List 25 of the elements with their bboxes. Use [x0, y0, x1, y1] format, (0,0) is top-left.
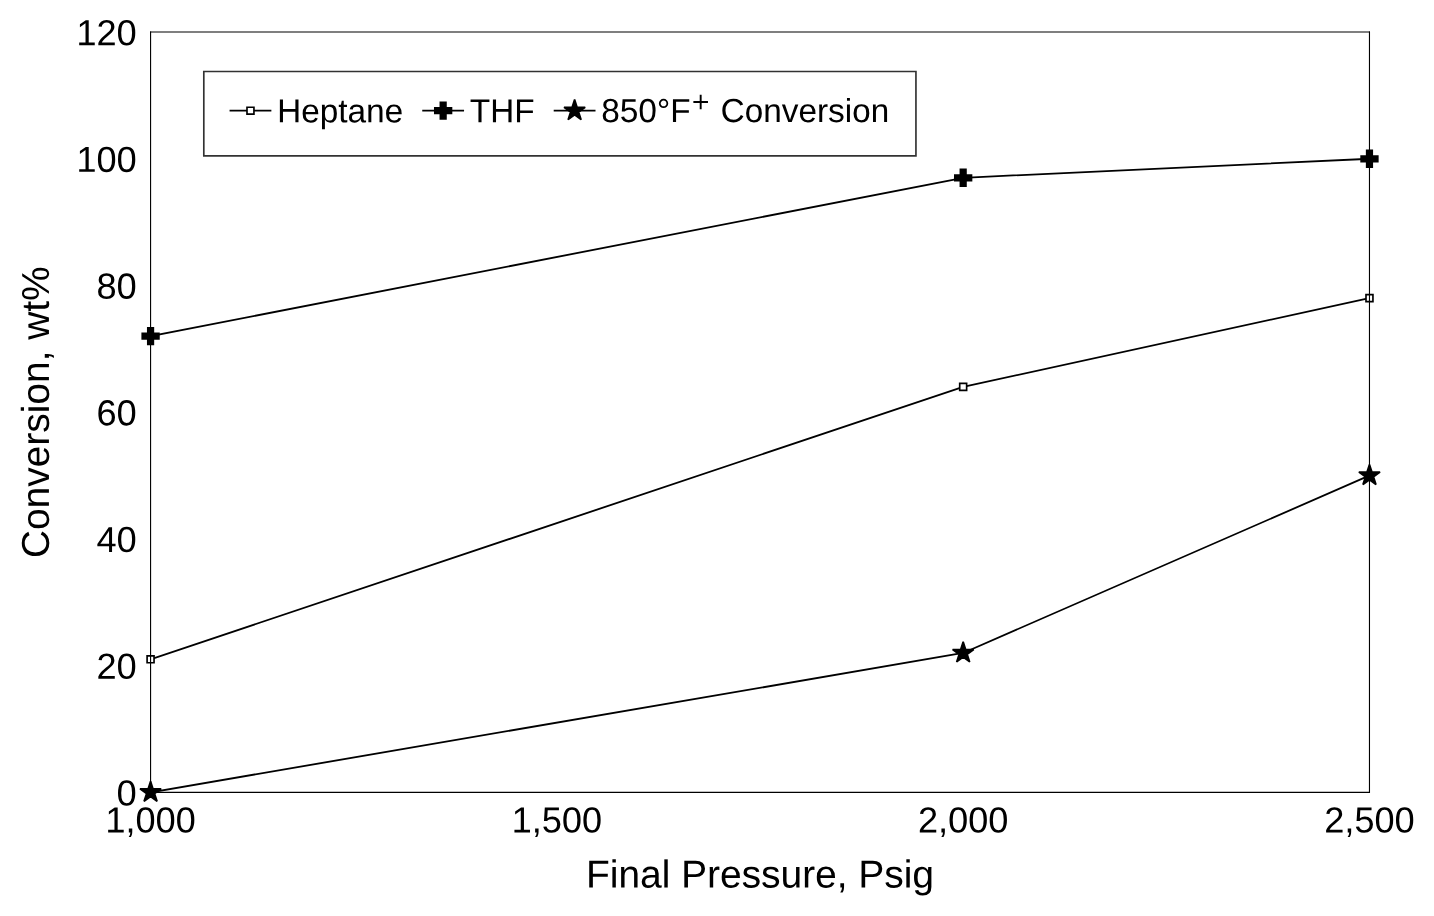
y-axis-title: Conversion, wt%	[20, 267, 54, 557]
legend-label: Heptane	[279, 99, 402, 130]
legend-label: THF	[470, 99, 534, 123]
point	[1358, 463, 1381, 486]
point	[954, 168, 973, 187]
x-axis-title: Final Pressure, Psig	[589, 859, 932, 896]
y-tick-label: 20	[98, 653, 136, 680]
point	[958, 382, 968, 392]
point	[951, 641, 975, 663]
point	[1360, 149, 1379, 168]
x-tick-label: 2,500	[1326, 807, 1414, 838]
legend-label: 850°F$^{+}$ Conversion	[602, 94, 888, 123]
point	[1365, 293, 1374, 303]
x-tick-label: 2,000	[919, 807, 1007, 838]
point	[141, 327, 160, 346]
y-tick-label: 100	[79, 146, 136, 173]
x-tick-label: 1,000	[108, 807, 195, 838]
point	[146, 654, 155, 664]
y-tick-label: 80	[98, 273, 136, 299]
y-tick-label: 120	[79, 19, 136, 46]
y-tick-label: 40	[97, 526, 136, 553]
point	[139, 780, 162, 803]
y-tick-label: 60	[98, 400, 136, 426]
x-tick-label: 1,500	[514, 807, 601, 838]
y-tick-label: 0	[118, 780, 136, 806]
